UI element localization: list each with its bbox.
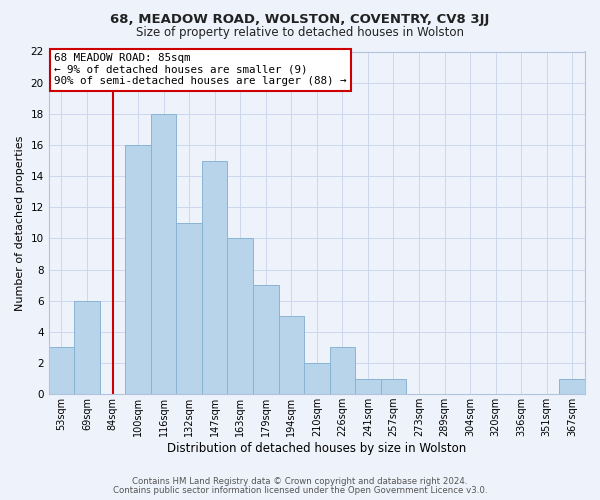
Bar [329, 348, 355, 394]
Bar [176, 223, 202, 394]
Bar [202, 160, 227, 394]
Bar [559, 378, 585, 394]
X-axis label: Distribution of detached houses by size in Wolston: Distribution of detached houses by size … [167, 442, 466, 455]
Y-axis label: Number of detached properties: Number of detached properties [15, 135, 25, 310]
Bar [151, 114, 176, 394]
Bar [278, 316, 304, 394]
Bar [253, 285, 278, 394]
Bar [49, 348, 74, 394]
Bar [125, 145, 151, 394]
Bar [355, 378, 380, 394]
Text: Contains public sector information licensed under the Open Government Licence v3: Contains public sector information licen… [113, 486, 487, 495]
Bar [74, 300, 100, 394]
Bar [380, 378, 406, 394]
Text: Size of property relative to detached houses in Wolston: Size of property relative to detached ho… [136, 26, 464, 39]
Bar [227, 238, 253, 394]
Text: Contains HM Land Registry data © Crown copyright and database right 2024.: Contains HM Land Registry data © Crown c… [132, 477, 468, 486]
Text: 68, MEADOW ROAD, WOLSTON, COVENTRY, CV8 3JJ: 68, MEADOW ROAD, WOLSTON, COVENTRY, CV8 … [110, 12, 490, 26]
Text: 68 MEADOW ROAD: 85sqm
← 9% of detached houses are smaller (9)
90% of semi-detach: 68 MEADOW ROAD: 85sqm ← 9% of detached h… [54, 53, 347, 86]
Bar [304, 363, 329, 394]
